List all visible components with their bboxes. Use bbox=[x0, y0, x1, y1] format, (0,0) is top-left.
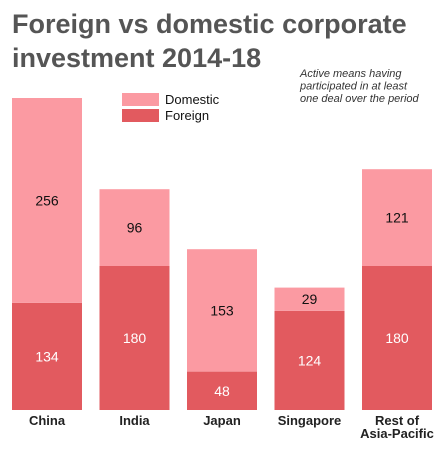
category-labels: China India Japan Singapore Rest ofAsia-Paci… bbox=[29, 413, 434, 441]
data-label-domestic: 96 bbox=[127, 220, 143, 236]
category-label: Japan bbox=[203, 413, 241, 428]
data-label-domestic: 256 bbox=[35, 192, 59, 208]
bar-segment-foreign bbox=[274, 310, 345, 410]
bar-segment-foreign bbox=[12, 302, 82, 410]
category-label: Rest of bbox=[375, 413, 420, 428]
data-label-foreign: 180 bbox=[385, 330, 409, 346]
category-label: Singapore bbox=[278, 413, 342, 428]
data-label-foreign: 124 bbox=[298, 352, 322, 368]
chart-title-line: investment 2014-18 bbox=[12, 43, 261, 73]
data-label-domestic: 153 bbox=[210, 302, 234, 318]
chart-note-line: one deal over the period bbox=[300, 93, 420, 105]
bar-segment-domestic bbox=[362, 169, 432, 266]
data-label-foreign: 180 bbox=[123, 330, 147, 346]
bar-segment-foreign bbox=[99, 266, 170, 410]
chart-title-line: Foreign vs domestic corporate bbox=[12, 9, 407, 39]
bar-segment-domestic bbox=[12, 98, 82, 303]
data-label-foreign: 134 bbox=[35, 348, 59, 364]
bar-segment-foreign bbox=[187, 371, 257, 410]
data-label-domestic: 121 bbox=[385, 210, 409, 226]
chart-note-line: participated in at least bbox=[299, 81, 408, 93]
category-label: Asia-Pacific bbox=[360, 426, 434, 441]
data-label-domestic: 29 bbox=[302, 291, 318, 307]
chart-title: Foreign vs domestic corporate investment … bbox=[12, 9, 407, 73]
bar-segment-domestic bbox=[274, 287, 345, 311]
category-label: China bbox=[29, 413, 66, 428]
bar-segment-domestic bbox=[99, 189, 170, 266]
chart-note-line: Active means having bbox=[299, 68, 402, 80]
legend-label-domestic: Domestic bbox=[165, 92, 220, 107]
legend-swatch-foreign bbox=[122, 109, 159, 122]
category-label: India bbox=[119, 413, 150, 428]
bar-segment-foreign bbox=[362, 266, 432, 410]
bar-segment-domestic bbox=[187, 249, 257, 372]
legend-swatch-domestic bbox=[122, 93, 159, 106]
bars: 134 256 180 96 48 153 124 29 180 121 bbox=[12, 98, 432, 410]
data-label-foreign: 48 bbox=[214, 383, 230, 399]
legend-label-foreign: Foreign bbox=[165, 108, 209, 123]
